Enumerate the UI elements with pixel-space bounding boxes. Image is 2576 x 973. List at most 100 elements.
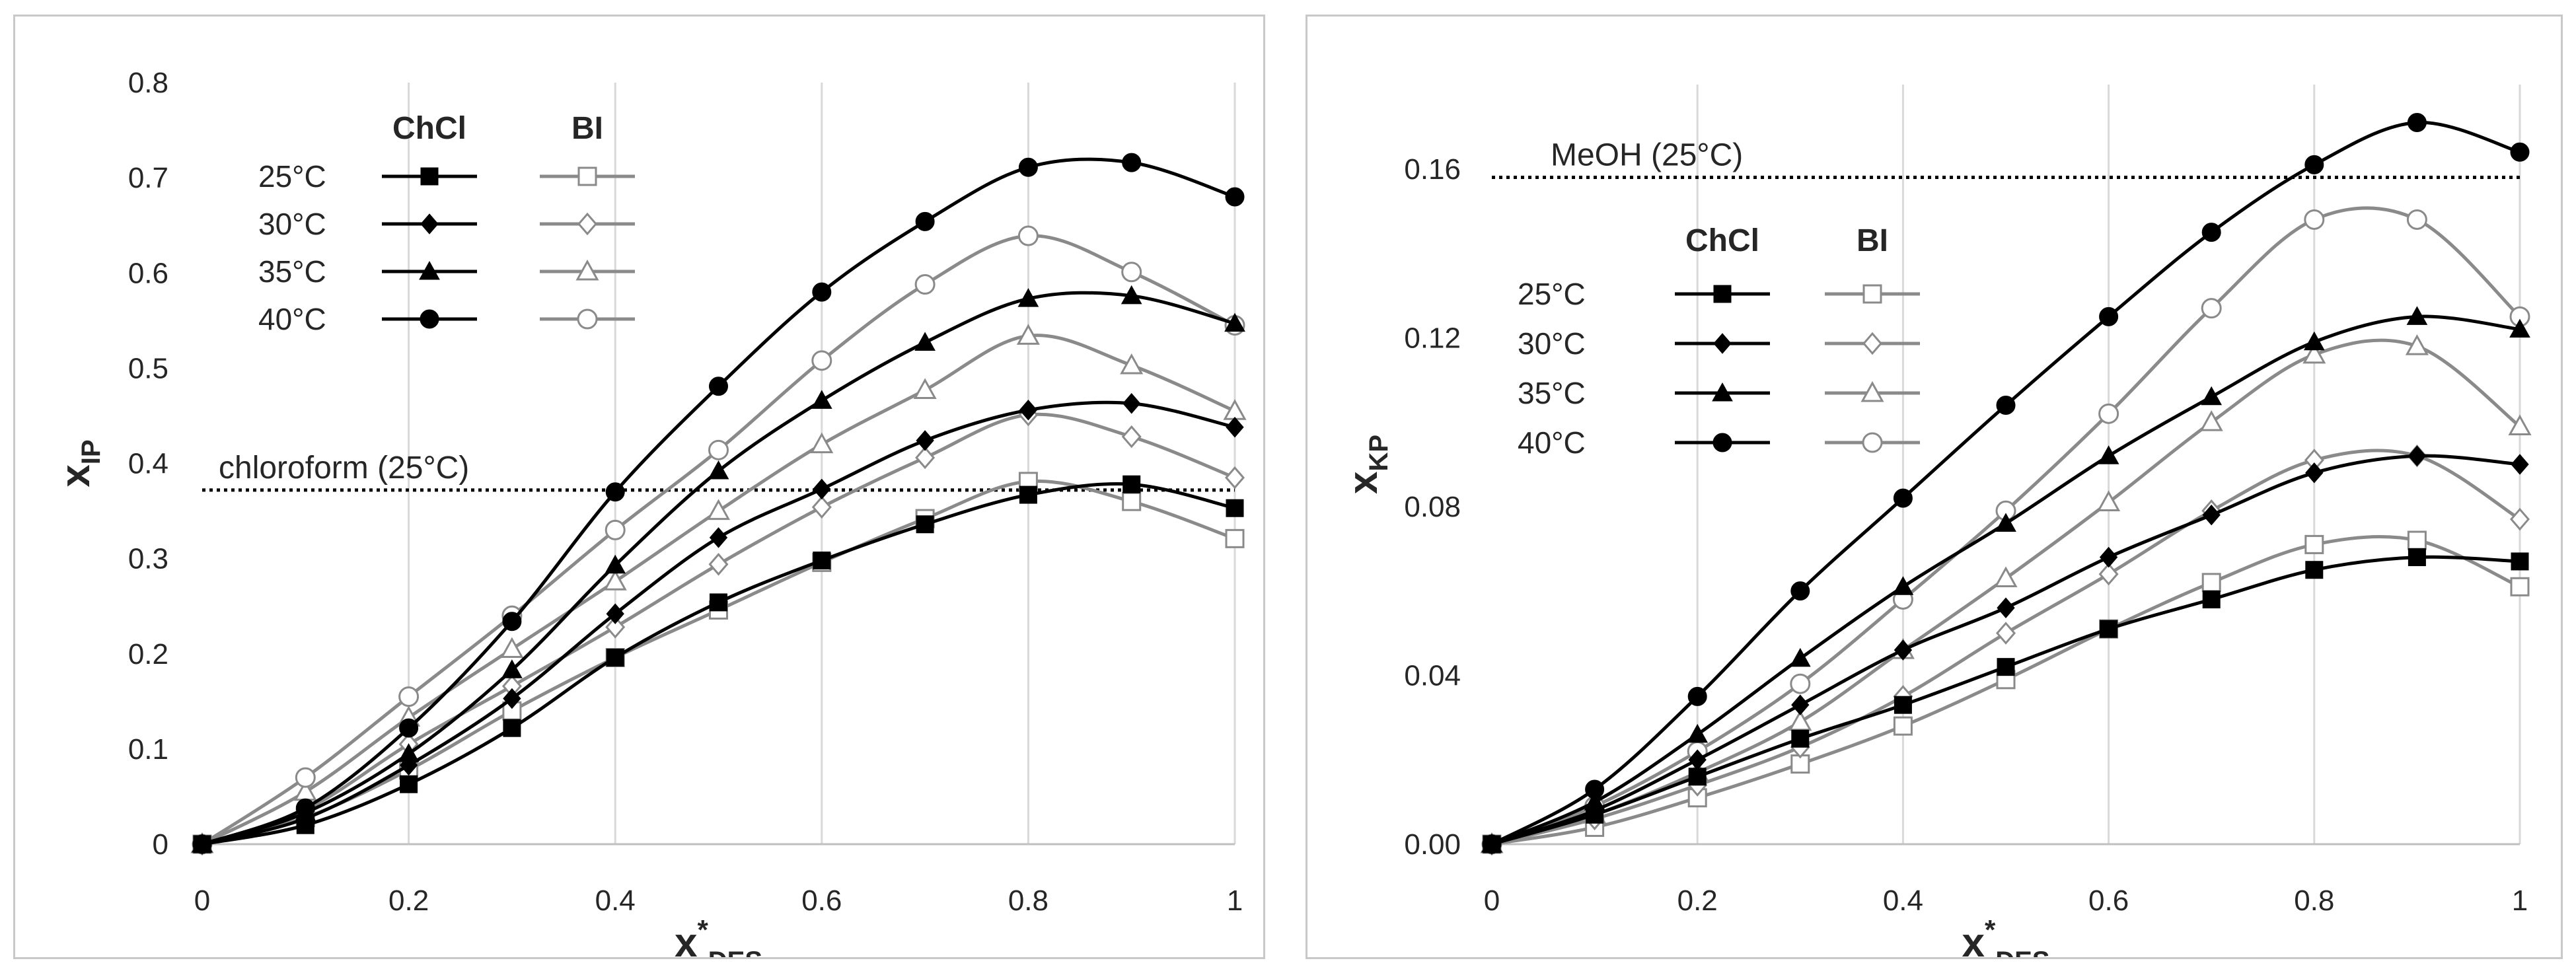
data-point <box>1226 416 1244 438</box>
data-point <box>503 719 521 737</box>
data-point <box>2201 386 2223 406</box>
legend-row-label: 25°C <box>258 159 326 194</box>
legend-row-label: 30°C <box>258 207 326 241</box>
data-point <box>812 282 832 302</box>
x-tick-label: 0 <box>1484 884 1500 917</box>
data-point <box>1482 834 1502 854</box>
data-point <box>1225 528 1245 548</box>
data-point <box>1120 353 1144 375</box>
data-point <box>709 377 728 396</box>
data-point <box>1224 312 1245 332</box>
x-tick-label: 0.2 <box>388 884 429 917</box>
data-point <box>2509 318 2530 338</box>
y-tick-label: 0.04 <box>1404 659 1461 692</box>
data-point <box>1788 709 1812 731</box>
data-point <box>2511 552 2529 571</box>
data-point <box>1893 716 1913 736</box>
data-point <box>2511 454 2529 475</box>
legend-marker-bi <box>1862 432 1883 453</box>
data-point <box>1994 566 2018 587</box>
legend-marker-chcl <box>1713 285 1732 303</box>
data-point <box>709 527 728 548</box>
data-point <box>914 274 936 295</box>
series-line <box>201 334 1236 846</box>
series-chcl-25c <box>1483 548 2529 853</box>
legend-header-chcl: ChCl <box>392 111 466 146</box>
data-point <box>2201 223 2221 242</box>
data-point <box>708 552 729 576</box>
data-point <box>2303 331 2325 351</box>
data-point <box>2302 342 2326 364</box>
reference-line-label: MeOH (25°C) <box>1551 138 1743 173</box>
data-point <box>2304 155 2324 174</box>
data-point <box>1894 639 1913 661</box>
data-point <box>811 350 832 371</box>
data-point <box>2305 561 2324 579</box>
data-point <box>915 446 936 470</box>
legend-marker-chcl <box>420 167 439 186</box>
legend-header-chcl: ChCl <box>1685 223 1759 258</box>
x-tick-label: 1 <box>2512 884 2528 917</box>
data-point <box>1894 696 1912 714</box>
data-point <box>501 659 523 678</box>
legend-marker-bi <box>577 166 597 186</box>
data-point <box>1122 491 1142 511</box>
data-point <box>811 495 832 519</box>
data-point <box>1688 749 1707 770</box>
legend-header-bi: BI <box>1857 223 1888 258</box>
data-point <box>1893 488 1913 508</box>
data-point <box>500 637 524 659</box>
data-point <box>1017 288 1039 307</box>
data-point <box>2201 573 2221 593</box>
x-tick-label: 1 <box>1227 884 1243 917</box>
data-point <box>708 460 729 480</box>
y-tick-label: 0.4 <box>128 448 168 480</box>
data-point <box>914 332 936 351</box>
data-point <box>813 478 831 500</box>
data-point <box>295 767 316 788</box>
legend-marker-chcl <box>1712 382 1733 402</box>
series-line <box>202 157 1235 846</box>
data-point <box>2100 620 2118 638</box>
data-point <box>1995 513 2016 532</box>
x-axis-title: x*DES <box>675 914 762 957</box>
data-point <box>1789 647 1811 667</box>
data-point <box>1019 486 1037 504</box>
data-point <box>2304 534 2324 554</box>
data-point <box>399 718 419 738</box>
x-tick-label: 0.8 <box>1008 884 1049 917</box>
x-axis-title-sup: * <box>1985 914 1996 945</box>
y-tick-label: 0.16 <box>1404 153 1461 186</box>
data-point <box>2304 209 2325 230</box>
legend-row-label: 35°C <box>258 254 326 289</box>
x-tick-label: 0.6 <box>801 884 842 917</box>
gridlines <box>408 83 1236 844</box>
data-point <box>810 432 834 454</box>
legend: ChCl BI 25°C 30°C 35°C 40°C <box>258 111 635 336</box>
data-point <box>2408 548 2426 567</box>
y-tick-label: 0.00 <box>1404 828 1461 861</box>
data-point <box>1226 499 1244 517</box>
legend-row-label: 30°C <box>1518 326 1586 361</box>
legend-marker-bi <box>1860 380 1884 402</box>
data-point <box>1121 262 1142 283</box>
data-point <box>1122 392 1141 414</box>
x-axis-title-main: x <box>675 920 698 957</box>
y-tick-label: 0 <box>153 828 168 861</box>
y-axis-title: xIP <box>53 439 106 487</box>
data-point <box>2405 334 2429 355</box>
chart-kp: 00.20.40.60.810.000.040.080.120.16x*DESx… <box>1341 85 2532 957</box>
data-point <box>2099 306 2119 326</box>
data-point <box>1791 729 1810 748</box>
data-point <box>1892 576 1914 595</box>
y-tick-label: 0.3 <box>128 543 168 575</box>
y-axis-title: xKP <box>1341 435 1393 494</box>
series-line <box>1490 120 2521 846</box>
data-point <box>2407 113 2427 132</box>
data-point <box>708 439 729 460</box>
legend-row-label: 40°C <box>258 302 326 336</box>
data-point <box>2406 306 2428 325</box>
data-point <box>1997 597 2015 618</box>
legend-marker-chcl <box>1713 333 1732 354</box>
data-point <box>606 649 624 667</box>
